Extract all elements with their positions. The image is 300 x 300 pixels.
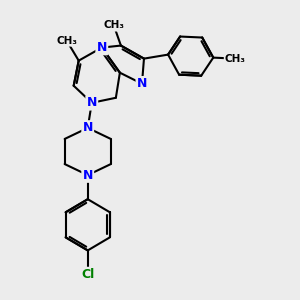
Text: N: N <box>87 96 97 109</box>
Text: CH₃: CH₃ <box>225 54 246 64</box>
Text: Cl: Cl <box>81 268 94 281</box>
Text: CH₃: CH₃ <box>56 35 77 46</box>
Text: N: N <box>82 169 93 182</box>
Text: N: N <box>137 77 147 90</box>
Text: N: N <box>82 122 93 134</box>
Text: CH₃: CH₃ <box>103 20 124 31</box>
Text: N: N <box>97 41 107 54</box>
